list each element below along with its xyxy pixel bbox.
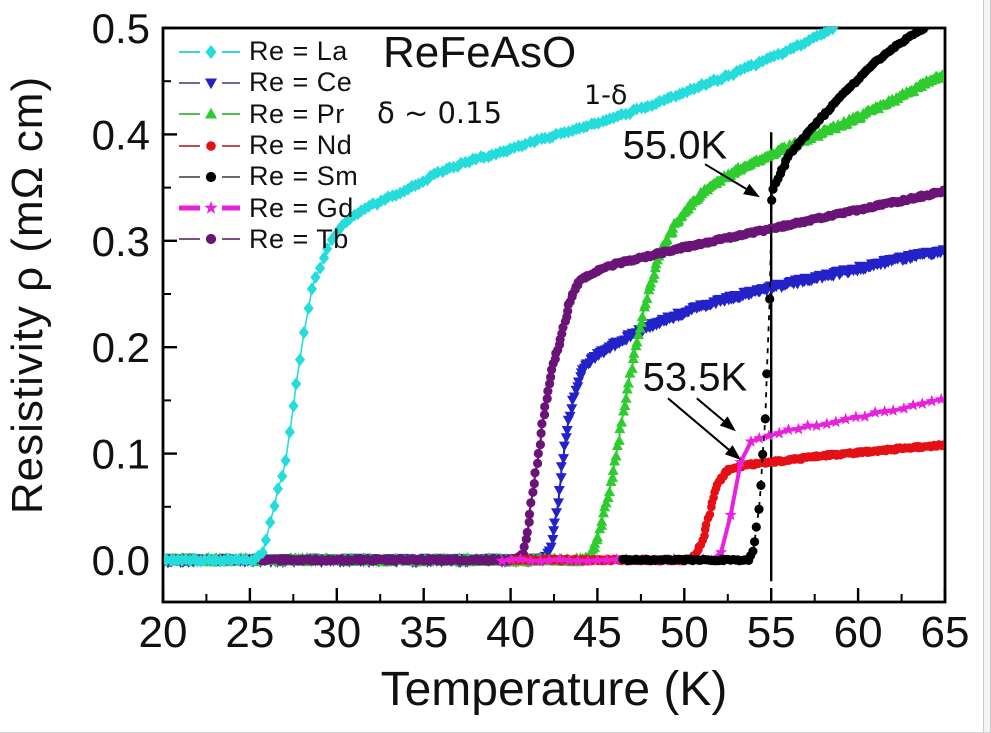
y-tick-label: 0.4 bbox=[92, 111, 150, 158]
legend-label-pr: Re = Pr bbox=[249, 98, 345, 129]
annotation-arrowhead-1-0 bbox=[719, 416, 736, 432]
x-axis-title: Temperature (K) bbox=[380, 663, 728, 716]
y-tick-label: 0.2 bbox=[92, 324, 150, 371]
y-tick-label: 0.5 bbox=[92, 5, 150, 52]
series-nd-markers bbox=[506, 440, 944, 566]
legend-item-pr: Re = Pr bbox=[176, 99, 358, 130]
annotation-arrow-1-1 bbox=[667, 397, 730, 451]
x-tick-label: 50 bbox=[660, 608, 709, 657]
series-ce-line bbox=[164, 247, 944, 566]
series-ce-markers bbox=[164, 245, 944, 568]
series-pr-markers bbox=[164, 69, 944, 567]
legend-label-gd: Re = Gd bbox=[249, 192, 354, 223]
chart-subtitle: δ ~ 0.15 bbox=[377, 96, 503, 130]
legend-item-ce: Re = Ce bbox=[176, 67, 358, 98]
chart-title-subscript: 1-δ bbox=[584, 80, 628, 111]
legend-item-tb: Re = Tb bbox=[176, 224, 358, 255]
legend-item-sm: Re = Sm bbox=[176, 161, 358, 192]
annotation-arrowhead-0-0 bbox=[743, 183, 760, 198]
legend-label-tb: Re = Tb bbox=[249, 223, 349, 254]
y-tick-label: 0.3 bbox=[92, 218, 150, 265]
legend: Re = La Re = Ce Re = Pr Re = Nd Re = Sm Re = … bbox=[176, 36, 358, 255]
legend-label-la: Re = La bbox=[249, 36, 348, 67]
annotation-label: 53.5K bbox=[642, 355, 748, 400]
legend-item-la: Re = La bbox=[176, 36, 358, 67]
x-tick-label: 40 bbox=[486, 608, 535, 657]
legend-swatch-ce bbox=[179, 78, 240, 90]
legend-swatch-pr bbox=[179, 107, 240, 119]
y-tick-label: 0.1 bbox=[92, 431, 150, 478]
legend-item-gd: Re = Gd bbox=[176, 192, 358, 223]
y-tick-label: 0.0 bbox=[92, 537, 150, 584]
annotation-arrow-0-0 bbox=[704, 163, 747, 190]
annotation-label: 55.0K bbox=[622, 123, 728, 168]
annotation-arrow-1-0 bbox=[696, 397, 725, 422]
legend-swatch-nd bbox=[179, 140, 240, 151]
legend-swatch-la bbox=[179, 44, 240, 59]
x-tick-label: 25 bbox=[225, 608, 274, 657]
legend-label-ce: Re = Ce bbox=[249, 67, 353, 98]
x-tick-label: 35 bbox=[399, 608, 448, 657]
legend-label-nd: Re = Nd bbox=[249, 130, 353, 161]
series-nd-line bbox=[510, 442, 944, 564]
screenshot-edge-strip bbox=[983, 0, 990, 732]
legend-item-nd: Re = Nd bbox=[176, 130, 358, 161]
legend-swatch-sm bbox=[179, 171, 240, 182]
legend-swatch-gd bbox=[179, 201, 240, 214]
x-tick-label: 45 bbox=[573, 608, 622, 657]
chart-title: ReFeAsO bbox=[383, 28, 577, 77]
x-tick-label: 20 bbox=[139, 608, 188, 657]
x-tick-label: 65 bbox=[921, 608, 970, 657]
series-tb-markers bbox=[164, 185, 944, 566]
x-tick-label: 55 bbox=[747, 608, 796, 657]
legend-swatch-tb bbox=[179, 234, 240, 245]
legend-label-sm: Re = Sm bbox=[249, 161, 359, 192]
x-tick-label: 30 bbox=[312, 608, 361, 657]
x-tick-label: 60 bbox=[834, 608, 883, 657]
annotation-arrowhead-1-1 bbox=[724, 445, 741, 460]
y-axis-title: Resistivity ρ (mΩ cm) bbox=[3, 75, 52, 515]
